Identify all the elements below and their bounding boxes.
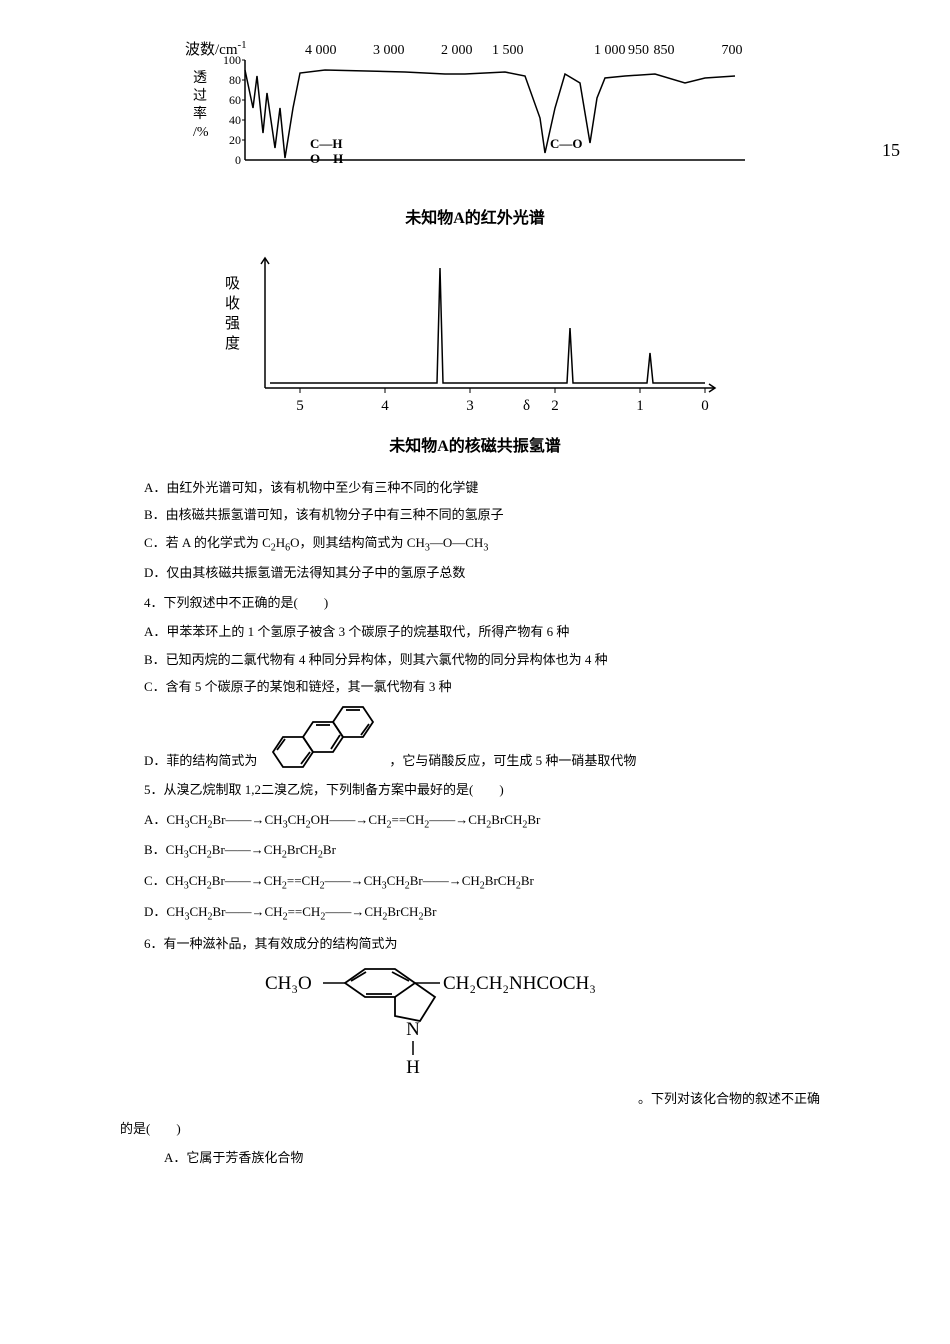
options-after-charts: A．由红外光谱可知，该有机物中至少有三种不同的化学键 B．由核磁共振氢谱可知，该… — [120, 476, 830, 585]
svg-text:0: 0 — [701, 398, 709, 414]
q4-a: A．甲苯苯环上的 1 个氢原子被含 3 个碳原子的烷基取代，所得产物有 6 种 — [144, 620, 830, 643]
opt-1c: C．若 A 的化学式为 C2H6O，则其结构简式为 CH3—O—CH3 — [144, 531, 830, 558]
svg-text:40: 40 — [229, 113, 241, 127]
svg-text:1 000: 1 000 — [594, 43, 626, 58]
nmr-xlabel: δ — [523, 398, 530, 414]
q6-right-group: CH₂CH₂NHCOCH₃ — [443, 973, 596, 994]
svg-text:收: 收 — [225, 295, 240, 312]
q6-h-atom: H — [406, 1057, 420, 1078]
nmr-xticks: 5 4 3 2 1 0 — [296, 388, 709, 414]
svg-text:700: 700 — [722, 43, 743, 58]
svg-text:强: 强 — [225, 316, 240, 332]
q6-a: A．它属于芳香族化合物 — [164, 1146, 830, 1169]
q5-c: C．CH3CH2Br——→CH2==CH2——→CH3CH2Br——→CH2Br… — [144, 869, 830, 896]
svg-text:80: 80 — [229, 73, 241, 87]
q5-d: D．CH3CH2Br——→CH2==CH2——→CH2BrCH2Br — [144, 900, 830, 927]
page-side-number: 15 — [882, 140, 900, 161]
ir-spectrum-chart: 波数/cm-1 4 0003 0002 0001 5001 0009508507… — [120, 40, 830, 228]
nmr-caption: 未知物A的核磁共振氢谱 — [120, 432, 830, 456]
q6-tail: x。下列对该化合物的叙述不正确 — [120, 1087, 820, 1110]
svg-text:60: 60 — [229, 93, 241, 107]
svg-text:0: 0 — [235, 153, 241, 167]
svg-text:20: 20 — [229, 133, 241, 147]
svg-text:4 000: 4 000 — [305, 43, 337, 58]
svg-text:100: 100 — [223, 53, 241, 67]
nmr-svg: 吸收强度 5 4 3 2 1 0 δ — [215, 248, 735, 428]
opt-1a: A．由红外光谱可知，该有机物中至少有三种不同的化学键 — [144, 476, 830, 499]
svg-text:5: 5 — [296, 398, 304, 414]
svg-text:透: 透 — [193, 70, 207, 86]
svg-text:O—H: O—H — [310, 151, 343, 166]
ir-svg: 波数/cm-1 4 0003 0002 0001 5001 0009508507… — [185, 40, 765, 200]
q4-d: D．菲的结构简式为 ，它与硝酸反应，可生成 5 种一硝基取代物 — [144, 702, 830, 772]
svg-text:/%: /% — [193, 125, 209, 140]
q6-n-atom: N — [406, 1019, 420, 1040]
opt-1d: D．仅由其核磁共振氢谱无法得知其分子中的氢原子总数 — [144, 561, 830, 584]
q4-b: B．已知丙烷的二氯代物有 4 种同分异构体，则其六氯代物的同分异构体也为 4 种 — [144, 648, 830, 671]
svg-text:1 500: 1 500 — [492, 43, 524, 58]
nmr-trace — [270, 268, 705, 383]
ir-yticks: 100 80 60 40 20 0 — [223, 53, 241, 167]
q4-c: C．含有 5 个碳原子的某饱和链烃，其一氯代物有 3 种 — [144, 675, 830, 698]
svg-text:1: 1 — [636, 398, 644, 414]
q4-stem: 4．下列叙述中不正确的是( ) — [144, 591, 830, 614]
svg-text:C—O: C—O — [550, 136, 583, 151]
svg-text:过: 过 — [193, 88, 207, 104]
svg-text:吸: 吸 — [225, 276, 240, 292]
svg-text:3 000: 3 000 — [373, 43, 405, 58]
ir-ylabel: 透过率 /% — [193, 70, 209, 140]
svg-text:C—H: C—H — [310, 136, 343, 151]
opt-1b: B．由核磁共振氢谱可知，该有机物分子中有三种不同的氢原子 — [144, 503, 830, 526]
svg-text:率: 率 — [193, 105, 207, 122]
svg-text:850: 850 — [654, 43, 675, 58]
ir-xticks: 4 000 3 000 2 000 1 500 1 000950 850 700 — [305, 43, 743, 58]
svg-text:度: 度 — [225, 335, 240, 352]
svg-text:4: 4 — [381, 398, 389, 414]
phenanthrene-structure — [263, 702, 383, 772]
q6-tail2: 的是( ) — [120, 1117, 830, 1140]
svg-text:950: 950 — [628, 43, 649, 58]
q5-stem: 5．从溴乙烷制取 1,2­二溴乙烷，下列制备方案中最好的是( ) — [144, 778, 830, 801]
svg-text:2 000: 2 000 — [441, 43, 473, 58]
q6-left-group: CH₃O — [265, 973, 312, 994]
svg-text:3: 3 — [466, 398, 474, 414]
q6-structure: CH₃O CH₂CH₂NHCOCH₃ N H — [130, 961, 830, 1081]
ir-caption: 未知物A的红外光谱 — [120, 204, 830, 228]
nmr-ylabel: 吸收强度 — [225, 276, 240, 352]
q6-stem: 6．有一种滋补品，其有效成分的结构简式为 — [144, 932, 830, 955]
q5-b: B．CH3CH2Br——→CH2BrCH2Br — [144, 838, 830, 865]
q5-a: A．CH3CH2Br——→CH3CH2OH——→CH2==CH2——→CH2Br… — [144, 808, 830, 835]
ir-peak-labels: C—HO—H C—O — [310, 136, 583, 166]
svg-text:2: 2 — [551, 398, 559, 414]
nmr-spectrum-chart: 吸收强度 5 4 3 2 1 0 δ 未知物A的核磁共振氢谱 — [120, 248, 830, 456]
